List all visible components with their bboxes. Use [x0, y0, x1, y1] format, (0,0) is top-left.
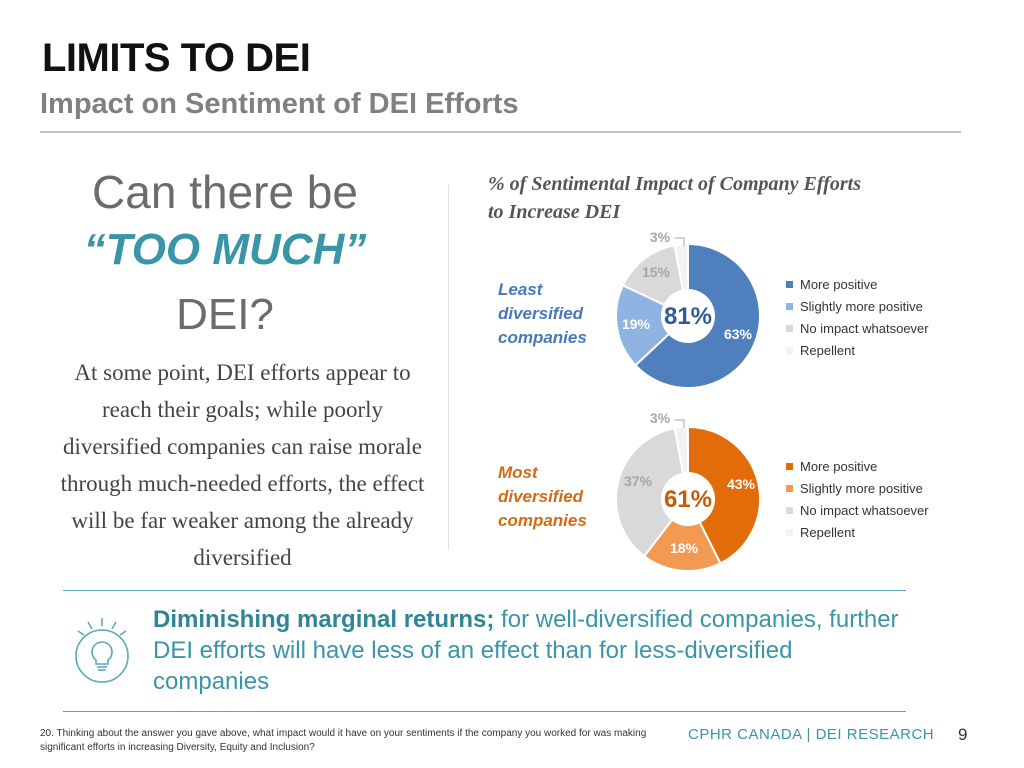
chart-title: % of Sentimental Impact of Company Effor…	[488, 173, 861, 223]
legend-swatch	[786, 462, 793, 470]
slice-slightly-more-positive	[615, 284, 671, 367]
legend-label: No impact whatsoever	[800, 320, 929, 336]
donut-center-label: 61%	[664, 486, 712, 513]
most-diversified-label: Most diversified companies	[498, 461, 587, 533]
footnote: 20. Thinking about the answer you gave a…	[40, 728, 647, 753]
legend-item: Repellent	[786, 521, 929, 543]
slice-data-label: 37%	[624, 473, 653, 489]
slice-repellent	[673, 425, 689, 475]
legend-swatch	[786, 506, 793, 514]
legend-swatch	[786, 346, 793, 354]
legend-label: Repellent	[800, 524, 855, 540]
legend-label: No impact whatsoever	[800, 502, 929, 518]
legend-label: Slightly more positive	[800, 480, 923, 496]
legend-most: More positive Slightly more positive No im…	[786, 455, 929, 543]
least-label-line: Least	[498, 280, 543, 299]
insight-top-rule	[63, 590, 906, 591]
legend-swatch	[786, 280, 793, 288]
slice-data-label: 19%	[622, 316, 651, 332]
column-divider	[448, 185, 449, 550]
legend-item: No impact whatsoever	[786, 317, 929, 339]
legend-item: More positive	[786, 273, 929, 295]
most-label-line: diversified	[498, 487, 584, 506]
legend-item: Slightly more positive	[786, 295, 929, 317]
slice-data-label: 15%	[642, 264, 671, 280]
legend-item: Slightly more positive	[786, 477, 929, 499]
question-line-3: DEI?	[176, 290, 274, 339]
legend-swatch	[786, 528, 793, 536]
insight-bold: Diminishing marginal returns;	[153, 606, 495, 633]
insight-rest: for well-diversified companies, further …	[153, 606, 899, 695]
slice-data-label: 3%	[650, 410, 671, 426]
slice-more-positive	[634, 242, 761, 389]
question-line-2: “TOO MUCH”	[83, 225, 367, 274]
most-label-line: Most	[498, 463, 538, 482]
least-diversified-label: Least diversified companies	[498, 278, 587, 350]
legend-item: No impact whatsoever	[786, 499, 929, 521]
slide-title: LIMITS TO DEI	[42, 36, 311, 80]
title-divider	[40, 131, 961, 133]
footer-brand: CPHR CANADA | DEI RESEARCH	[688, 726, 935, 743]
legend-swatch	[786, 484, 793, 492]
legend-swatch	[786, 324, 793, 332]
lightbulb-icon	[75, 618, 129, 683]
slice-no-impact-whatsoever	[615, 427, 685, 558]
slice-data-label: 18%	[670, 540, 699, 556]
legend-label: More positive	[800, 458, 878, 474]
donut-center-label: 81%	[664, 303, 712, 330]
legend-label: Slightly more positive	[800, 298, 923, 314]
body-text: At some point, DEI efforts appear to rea…	[60, 360, 425, 570]
slice-data-label: 63%	[724, 326, 753, 342]
most-label-line: companies	[498, 511, 587, 530]
insight-bottom-rule	[63, 711, 906, 712]
leader-line	[675, 419, 685, 428]
legend-swatch	[786, 302, 793, 310]
least-label-line: diversified	[498, 304, 584, 323]
legend-least: More positive Slightly more positive No im…	[786, 273, 929, 361]
leader-line	[675, 237, 685, 246]
slice-data-label: 43%	[727, 476, 756, 492]
page-number: 9	[958, 725, 968, 744]
legend-item: More positive	[786, 455, 929, 477]
slice-data-label: 3%	[650, 229, 671, 245]
legend-label: More positive	[800, 276, 878, 292]
least-label-line: companies	[498, 328, 587, 347]
question-line-1: Can there be	[92, 166, 358, 218]
slide-subtitle: Impact on Sentiment of DEI Efforts	[40, 88, 519, 120]
insight-text: Diminishing marginal returns; for well-d…	[153, 604, 913, 697]
legend-label: Repellent	[800, 342, 855, 358]
slice-repellent	[673, 242, 689, 292]
slice-more-positive	[687, 425, 761, 565]
legend-item: Repellent	[786, 339, 929, 361]
